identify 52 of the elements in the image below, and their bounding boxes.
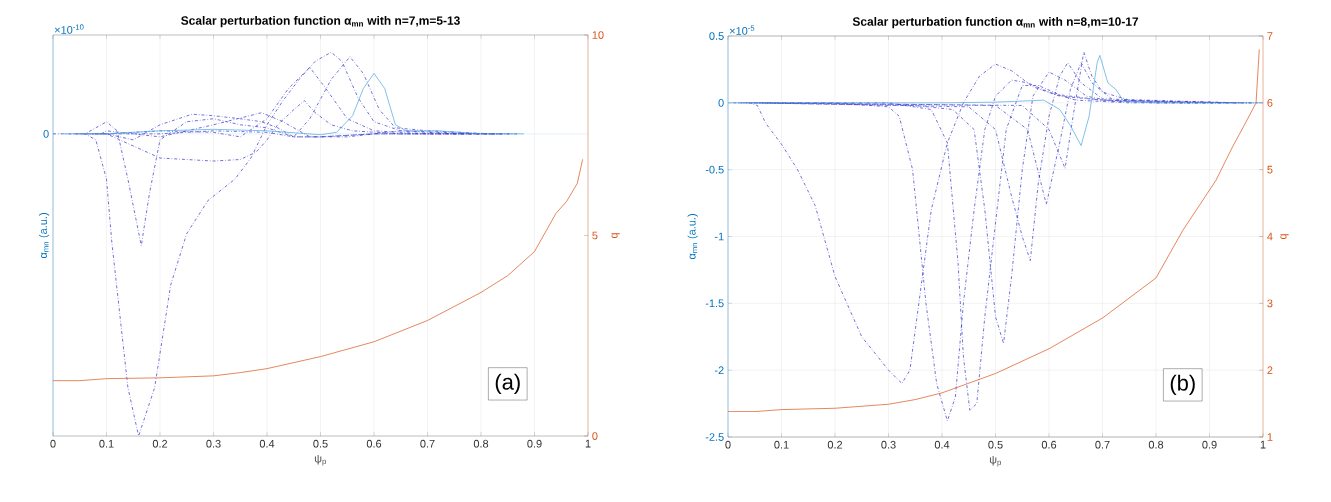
x-tick-label: 0.4 [934,440,950,449]
ref-line-label: 0 [43,129,49,138]
x-tick-label: 0.9 [527,439,542,448]
y-tick-label: -2 [714,366,724,374]
annotation: (b) [1170,374,1195,396]
x-tick-label: 0.2 [152,439,168,448]
x-tick-label: 0 [50,439,56,448]
x-axis-title: ψ$_{p}$ [989,456,1001,467]
x-axis-title: ψ$_{p}$ [314,455,326,466]
y2-tick-label: 6 [1267,98,1273,107]
x-tick-label: 0.7 [420,439,435,448]
annotation: (a) [495,373,520,395]
y-axis-title: q [611,233,620,239]
x-tick-label: 0 [725,440,731,449]
x-tick-label: 0.6 [1041,440,1057,449]
x-tick-label: 0.6 [366,439,382,448]
y2-tick-label: 1 [1267,433,1273,441]
y2-tick-label: 7 [1267,32,1273,40]
x-tick-label: 0.4 [259,439,275,448]
x-tick-label: 0.2 [827,440,843,449]
x-tick-label: 0.5 [988,440,1003,449]
x-tick-label: 0.3 [206,439,221,448]
y-axis-title: α$_{mn}$ (a.u.) [38,213,50,259]
y-tick-label: 0.5 [709,32,724,40]
x-tick-label: 0.9 [1202,440,1217,449]
chart-title: Scalar perturbation function α$_{mn}$ with n=7,m=5-13 [181,16,460,28]
y-tick-label: -1.5 [705,299,724,308]
x-tick-label: 0.1 [774,440,789,449]
y-axis-title: α$_{mn}$ (a.u.) [687,214,698,260]
y2-tick-label: 2 [1267,366,1273,374]
x-tick-label: 0.1 [99,439,114,448]
x-tick-label: 0.8 [1148,440,1164,449]
x-tick-label: 1 [585,439,591,448]
y2-axis-title: q [1280,234,1289,240]
x-tick-label: 0.7 [1095,440,1110,449]
chart-title: Scalar perturbation function α$_{mn}$ with n=8,m=10-17 [852,17,1139,29]
y2-tick-label: 5 [1267,165,1273,174]
text: ×10$^{-5}$ [729,25,755,35]
y2-tick-label: 3 [1267,299,1273,308]
y-tick-label: 0 [718,98,724,107]
y-tick-label: -2.5 [705,433,724,441]
text: ×10$^{-10}$ [54,24,84,34]
y2-tick-label: 4 [1267,232,1273,241]
x-tick-label: 0.3 [881,440,896,449]
y-tick-label: -1 [714,232,724,241]
x-tick-label: 1 [1260,440,1266,449]
y-tick-label: 5 [592,231,598,240]
x-tick-label: 0.5 [313,439,328,448]
y-tick-label: -0.5 [705,165,724,174]
x-tick-label: 0.8 [473,439,489,448]
y-tick-label: 0 [592,432,598,440]
y-tick-label: 10 [592,31,604,39]
